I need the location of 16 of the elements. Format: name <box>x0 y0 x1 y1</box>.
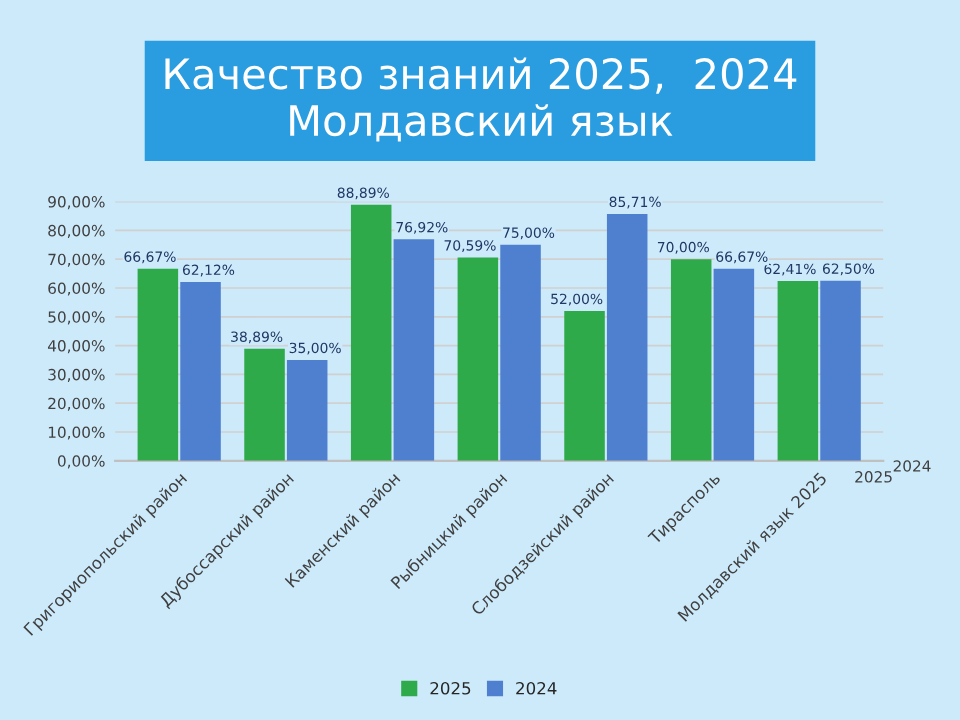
bar <box>606 213 648 461</box>
bar <box>777 281 819 461</box>
bar <box>457 257 499 461</box>
legend-label: 2025 <box>430 681 471 695</box>
legend-label: 2024 <box>516 681 557 695</box>
bar <box>137 268 179 461</box>
bar <box>180 281 221 461</box>
bar <box>564 311 605 461</box>
chart-title: Качество знаний 2025, 2024 Молдавский язык <box>165 57 797 142</box>
bar <box>670 259 712 461</box>
bar <box>286 360 328 461</box>
bar <box>500 244 541 461</box>
bar <box>244 348 285 461</box>
bar <box>350 204 392 461</box>
bar <box>820 280 861 461</box>
bar <box>393 239 435 461</box>
